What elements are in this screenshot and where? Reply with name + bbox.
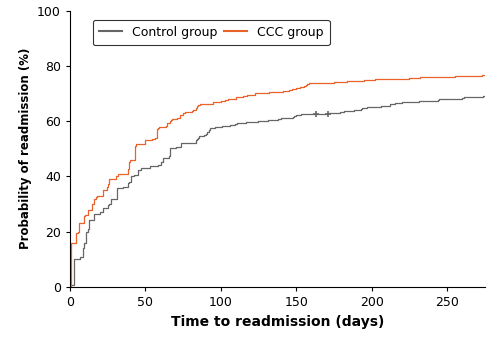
Y-axis label: Probability of readmission (%): Probability of readmission (%) xyxy=(18,48,32,250)
X-axis label: Time to readmission (days): Time to readmission (days) xyxy=(171,315,384,329)
Legend: Control group, CCC group: Control group, CCC group xyxy=(93,20,330,45)
